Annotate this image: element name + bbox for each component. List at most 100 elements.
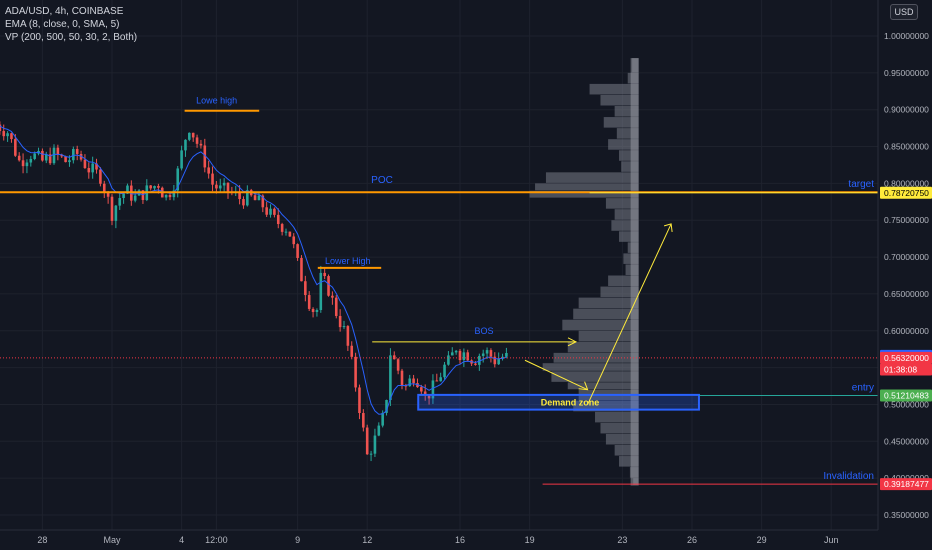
volume-profile-bar [542, 363, 639, 371]
candle-body [44, 154, 48, 161]
price-tick-label: 0.85000000 [884, 142, 929, 152]
price-tick-label: 0.65000000 [884, 289, 929, 299]
time-tick-label: 23 [617, 535, 627, 545]
candle-body [342, 326, 346, 328]
candle-body [458, 350, 462, 361]
candle-body [489, 350, 493, 357]
price-tick-label: 1.00000000 [884, 31, 929, 41]
lower-high-label: Lower High [325, 256, 371, 266]
candle-body [164, 194, 168, 198]
volume-profile-value-area [630, 58, 639, 486]
demand-zone-box [417, 393, 700, 411]
volume-profile-bar [605, 198, 639, 209]
candle-body [497, 358, 500, 365]
candle-body [439, 377, 442, 382]
time-axis [0, 530, 932, 550]
candle-body [485, 350, 489, 354]
candle-body [0, 124, 2, 132]
time-tick-label: 4 [179, 535, 184, 545]
candle-body [25, 162, 29, 167]
time-tick-label: 29 [757, 535, 767, 545]
volume-profile-bar [567, 382, 639, 390]
price-label-entry-bg [880, 389, 932, 402]
candle-body [447, 355, 450, 365]
candle-body [338, 315, 342, 328]
legend-vp[interactable]: VP (200, 500, 50, 30, 2, Both) [5, 32, 138, 43]
candle-body [389, 355, 392, 401]
price-tick-label: 0.75000000 [884, 215, 929, 225]
time-tick-label: May [103, 535, 121, 545]
candle-body [319, 272, 323, 311]
volume-profile-bar [529, 190, 639, 198]
candle-body [478, 355, 481, 365]
volume-profile-bar [619, 150, 639, 161]
candle-body [72, 148, 75, 161]
candle-body [83, 159, 87, 169]
time-tick-label: 12 [362, 535, 372, 545]
lowe-high-label: Lowe high [196, 96, 237, 106]
volume-profile-bar [605, 433, 639, 445]
price-label-invalidation: 0.39187477 [884, 479, 929, 489]
candle-body [284, 231, 288, 233]
candle-body [180, 150, 183, 169]
candle-body [420, 387, 423, 392]
price-tick-label: 0.35000000 [884, 510, 929, 520]
entry-label: entry [852, 383, 874, 394]
candle-body [29, 158, 33, 163]
volume-profile-bar [551, 371, 639, 382]
candle-body [87, 168, 91, 173]
candle-body [122, 193, 125, 199]
candle-body [102, 183, 106, 193]
price-label-invalidation-bg [880, 478, 932, 491]
candle-body [493, 356, 497, 365]
candle-body [195, 137, 199, 144]
price-tick-label: 0.80000000 [884, 178, 929, 188]
bos-arrowhead [567, 337, 578, 347]
candle-body [392, 355, 396, 360]
candle-body [408, 378, 412, 387]
price-label-countdown-bg [880, 363, 932, 376]
candle-body [280, 224, 284, 232]
legend-ema[interactable]: EMA (8, close, 0, SMA, 5) [5, 19, 120, 30]
volume-profile-bar [614, 444, 639, 456]
currency-button[interactable]: USD [890, 4, 918, 20]
volume-profile-bar [567, 341, 639, 353]
volume-profile-bar [535, 183, 639, 191]
candle-body [157, 186, 160, 188]
candle-body [431, 380, 435, 399]
candle-body [354, 356, 357, 388]
candle-body [427, 394, 431, 399]
candle-body [203, 145, 207, 168]
time-tick-label: Jun [824, 535, 839, 545]
candle-body [400, 370, 404, 386]
candle-body [91, 163, 94, 173]
candle-body [462, 352, 466, 361]
time-tick-label: 19 [525, 535, 535, 545]
volume-profile-bar [621, 161, 639, 172]
time-tick-label: 26 [687, 535, 697, 545]
candle-body [168, 194, 172, 198]
candle-body [242, 199, 245, 206]
candle-body [304, 281, 307, 296]
projection-down-arrowhead [578, 381, 589, 391]
candle-body [188, 132, 191, 140]
volume-profile-bar [595, 411, 639, 423]
volume-profile-bar [600, 422, 639, 434]
candle-body [17, 155, 21, 161]
candle-body [481, 353, 485, 356]
price-axis [878, 0, 932, 550]
candle-body [423, 391, 427, 395]
candle-body [505, 353, 508, 357]
candle-body [307, 295, 311, 309]
candle-body [358, 387, 361, 414]
candle-body [153, 186, 156, 189]
legend-symbol[interactable]: ADA/USD, 4h, COINBASE [5, 6, 124, 17]
candle-body [75, 148, 79, 154]
candle-body [450, 352, 454, 356]
candle-body [369, 453, 373, 455]
candle-body [218, 185, 222, 189]
candle-body [133, 195, 137, 201]
candle-body [346, 326, 350, 346]
